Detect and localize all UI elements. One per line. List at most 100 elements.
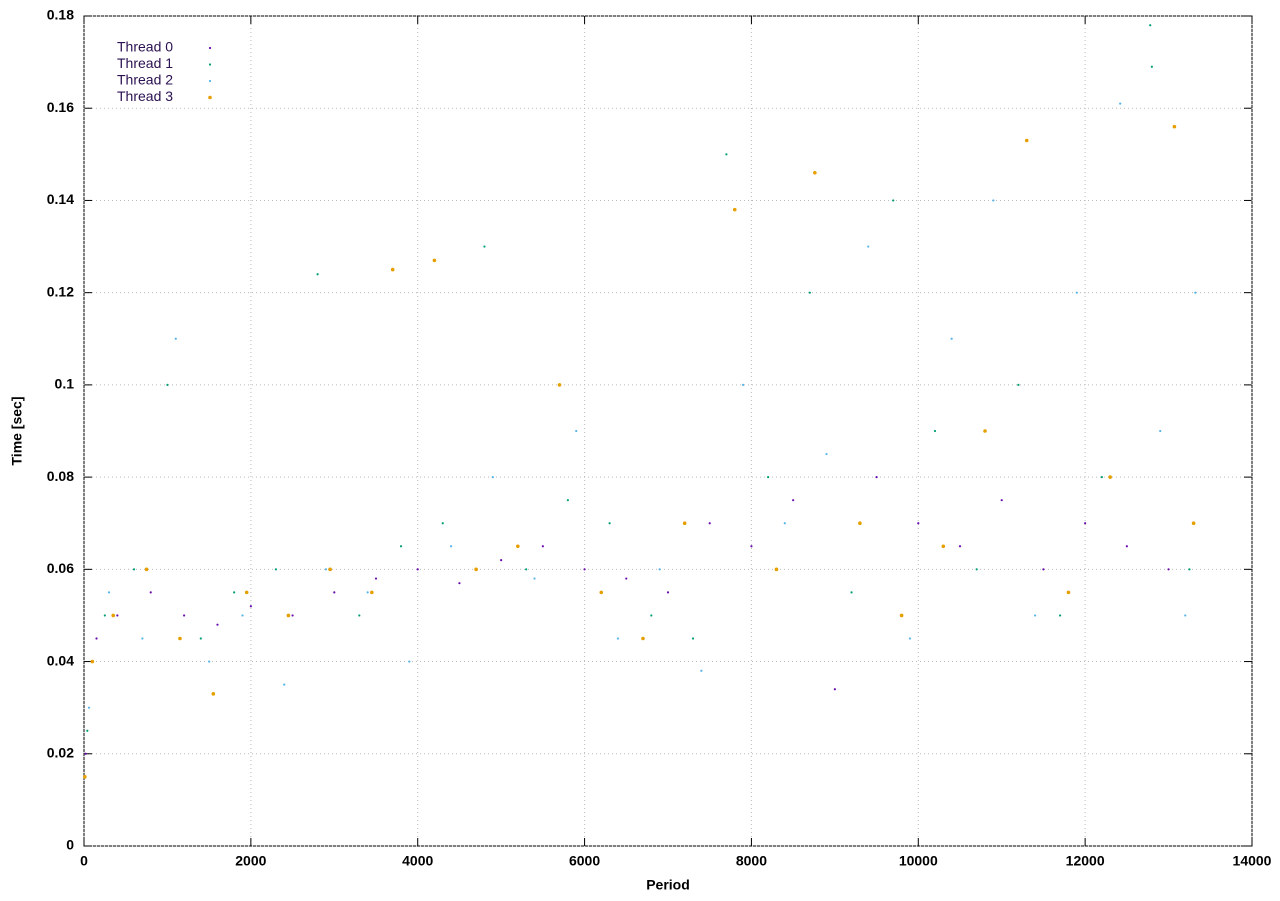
data-point [211,692,216,696]
data-point [1159,429,1162,433]
data-point [83,775,87,779]
data-point [1172,124,1177,129]
data-point [1119,102,1122,105]
data-point [682,521,687,526]
y-tick-label: 0.1 [55,376,75,392]
data-point [90,659,95,664]
data-point [286,613,291,618]
plot-frame [83,15,1253,847]
data-point [366,591,369,594]
data-point [808,291,811,294]
data-point [183,614,186,617]
data-point [1125,545,1128,548]
data-point [333,591,336,594]
data-point [358,614,361,617]
legend-label: Thread 1 [117,55,173,71]
x-tick-label: 2000 [235,853,266,869]
data-point [370,590,374,595]
data-point [792,499,795,502]
data-point [458,582,461,585]
data-point [107,591,111,594]
data-point [908,637,912,640]
data-point [700,669,703,672]
data-point [557,383,562,387]
data-point [441,522,444,525]
x-tick-label: 10000 [899,853,938,869]
data-point [525,568,528,571]
legend-label: Thread 0 [117,39,173,55]
data-point [291,614,294,617]
data-point [233,591,236,594]
data-point [899,613,904,618]
legend-swatch [208,63,212,66]
y-tick-label: 0 [66,837,74,853]
data-point [1184,614,1187,617]
x-tick-label: 4000 [402,853,433,869]
data-point [725,153,728,156]
data-point [732,207,737,212]
data-point [132,568,136,571]
data-point [625,577,628,580]
data-point [658,568,661,571]
data-point [483,245,486,248]
data-point [566,499,569,502]
data-point [474,567,478,572]
data-point [316,273,319,276]
data-point [432,258,437,263]
data-point [875,476,878,479]
data-point [1149,24,1152,27]
data-point [408,660,411,663]
data-point [1042,568,1045,571]
y-tick-label: 0.02 [47,744,74,760]
data-point [975,568,978,571]
data-point [111,613,115,618]
data-point [199,637,202,640]
data-point [867,245,870,248]
data-point [174,337,177,340]
data-point [917,522,920,525]
data-point [774,567,779,572]
data-point [241,614,244,617]
data-point [491,476,494,479]
data-point [1194,291,1197,294]
data-point [1084,522,1087,525]
data-point [1108,475,1112,479]
data-point [1000,499,1003,502]
x-tick-label: 14000 [1233,853,1272,869]
x-tick-label: 8000 [736,853,767,869]
data-point [850,591,853,594]
y-tick-label: 0.14 [47,191,74,207]
x-tick-label: 0 [80,853,88,869]
data-point [328,567,332,572]
data-point [166,383,169,386]
x-tick-label: 12000 [1066,853,1105,869]
data-point [141,637,144,640]
data-point [283,683,286,686]
data-point [691,637,695,640]
y-tick-label: 0.06 [47,560,74,576]
data-point [833,688,836,691]
data-point [1017,383,1020,386]
data-point [825,452,828,456]
data-point [1100,476,1103,479]
data-point [608,522,611,525]
y-tick-label: 0.08 [47,468,74,484]
x-axis-title: Period [646,877,690,893]
data-point [86,729,89,732]
data-point [244,590,249,595]
data-point [399,545,403,548]
data-point [858,521,862,526]
data-point [116,614,119,617]
data-point [708,522,711,525]
legend-label: Thread 3 [117,88,173,104]
data-point [144,567,149,572]
data-point [84,752,87,755]
data-point [983,429,987,433]
data-point [650,614,653,617]
data-point [933,429,937,433]
data-point [249,605,252,608]
data-point [1033,614,1037,617]
data-point [149,591,152,594]
data-point [416,568,419,571]
